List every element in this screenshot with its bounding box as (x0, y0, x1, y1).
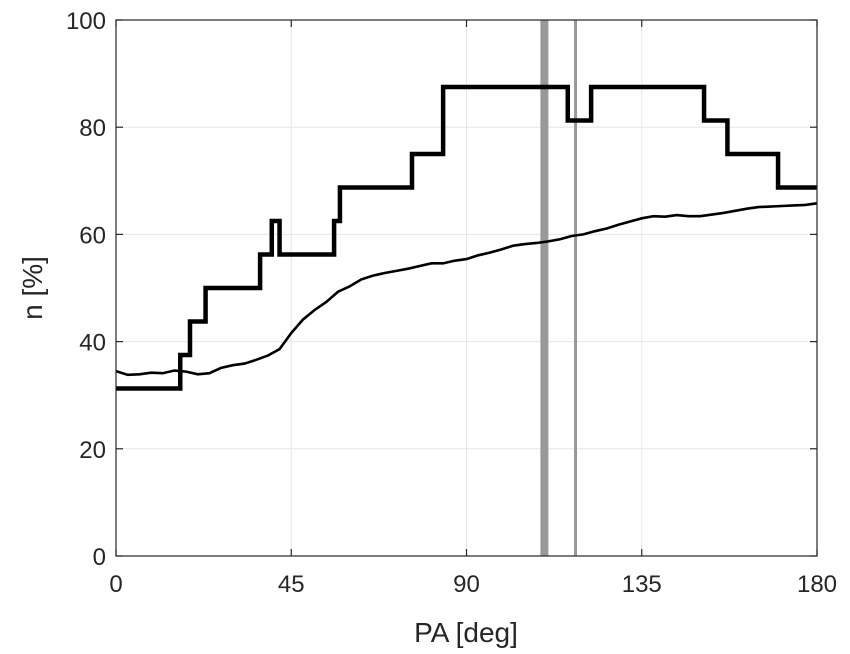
x-tick-label: 180 (797, 571, 837, 598)
x-tick-label: 90 (453, 571, 480, 598)
x-tick-label: 0 (109, 571, 122, 598)
series-group (115, 84, 818, 391)
series-smooth-line (115, 202, 818, 377)
y-tick-label: 20 (79, 437, 106, 464)
ticks: 0 45 90 135 180 0 20 40 60 80 100 (66, 8, 837, 598)
series-step-line (116, 84, 817, 391)
y-axis-label: n [%] (17, 256, 48, 320)
marker-lines (540, 20, 578, 556)
y-tick-label: 80 (79, 115, 106, 142)
y-tick-label: 0 (93, 544, 106, 571)
y-tick-label: 100 (66, 8, 106, 35)
y-tick-label: 60 (79, 222, 106, 249)
x-axis-label: PA [deg] (414, 617, 518, 648)
x-tick-label: 135 (622, 571, 662, 598)
y-tick-label: 40 (79, 330, 106, 357)
x-tick-label: 45 (278, 571, 305, 598)
